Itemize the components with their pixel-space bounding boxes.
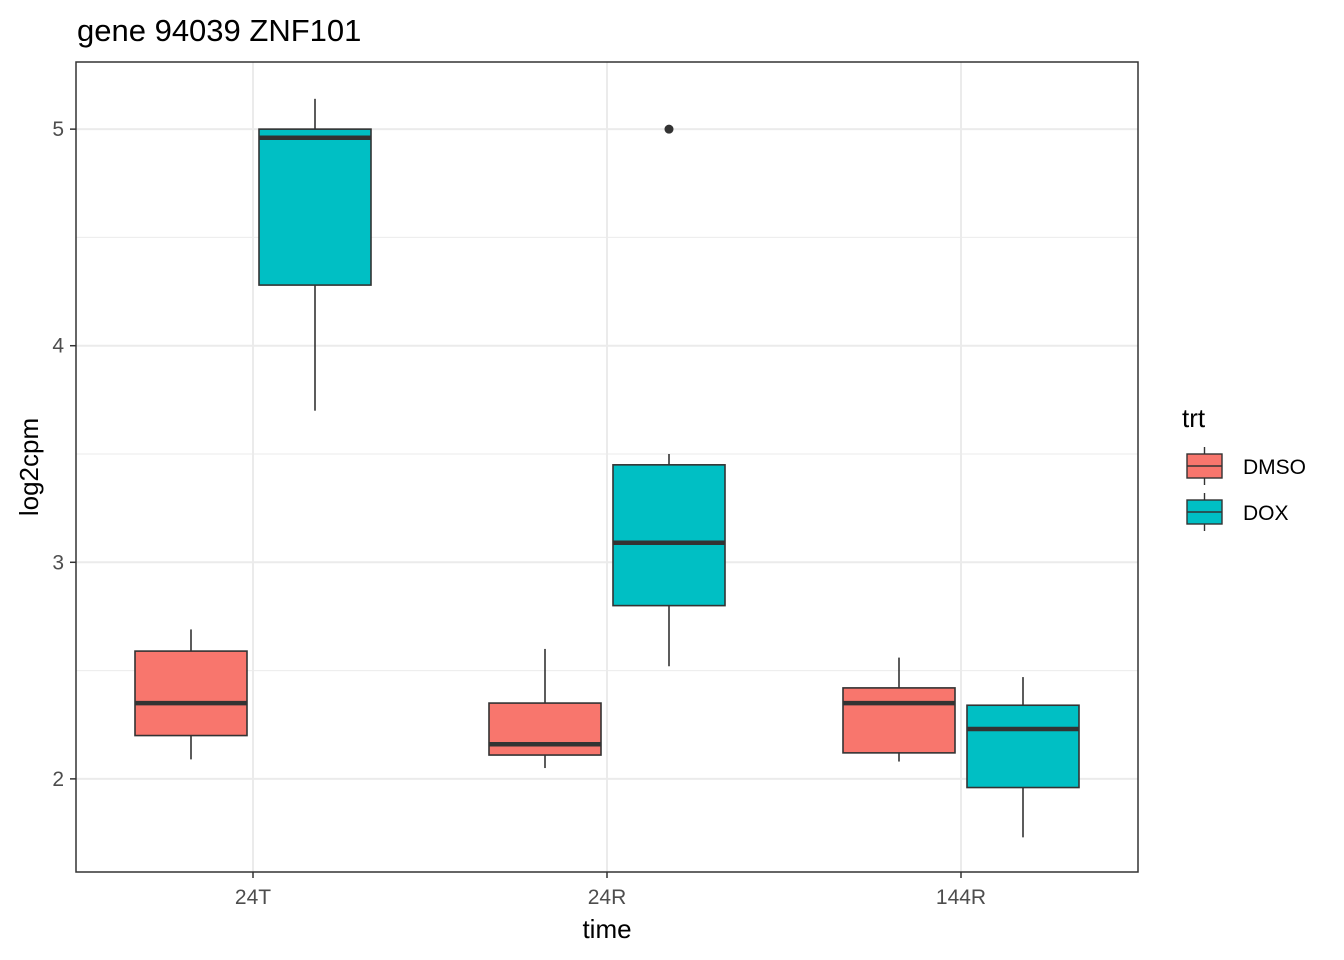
y-tick-label: 2 <box>52 768 64 791</box>
chart-title: gene 94039 ZNF101 <box>77 13 361 48</box>
y-axis: 2 3 4 5 <box>52 118 76 791</box>
box-dmso-144r <box>842 657 956 762</box>
legend-label: DOX <box>1243 502 1289 525</box>
legend-label: DMSO <box>1243 456 1306 479</box>
x-axis-title: time <box>582 914 631 944</box>
y-tick-label: 5 <box>52 118 64 141</box>
box-dox-24t <box>258 98 372 411</box>
x-tick-label: 24T <box>235 886 271 909</box>
box-dmso-24r <box>488 648 602 769</box>
y-axis-title: log2cpm <box>14 418 44 516</box>
y-tick-label: 4 <box>52 335 64 358</box>
box-iqr <box>612 464 726 607</box>
box-iqr <box>842 687 956 754</box>
x-axis: 24T 24R 144R <box>235 872 986 909</box>
major-gridlines <box>76 62 1138 872</box>
box-iqr <box>134 650 248 737</box>
box-iqr <box>258 128 372 286</box>
outlier-point <box>664 124 674 134</box>
legend-item-dmso: DMSO <box>1186 447 1306 485</box>
legend-item-dox: DOX <box>1186 493 1289 531</box>
box-series <box>134 98 1080 838</box>
box-dox-24r <box>612 124 726 667</box>
legend-title: trt <box>1182 403 1206 433</box>
y-tick-label: 3 <box>52 551 64 574</box>
box-iqr <box>488 702 602 756</box>
x-tick-label: 24R <box>588 886 627 909</box>
x-tick-label: 144R <box>936 886 986 909</box>
legend: trt DMSO DOX <box>1182 403 1306 531</box>
box-dmso-24t <box>134 629 248 760</box>
box-iqr <box>966 704 1080 789</box>
box-dox-144r <box>966 677 1080 838</box>
